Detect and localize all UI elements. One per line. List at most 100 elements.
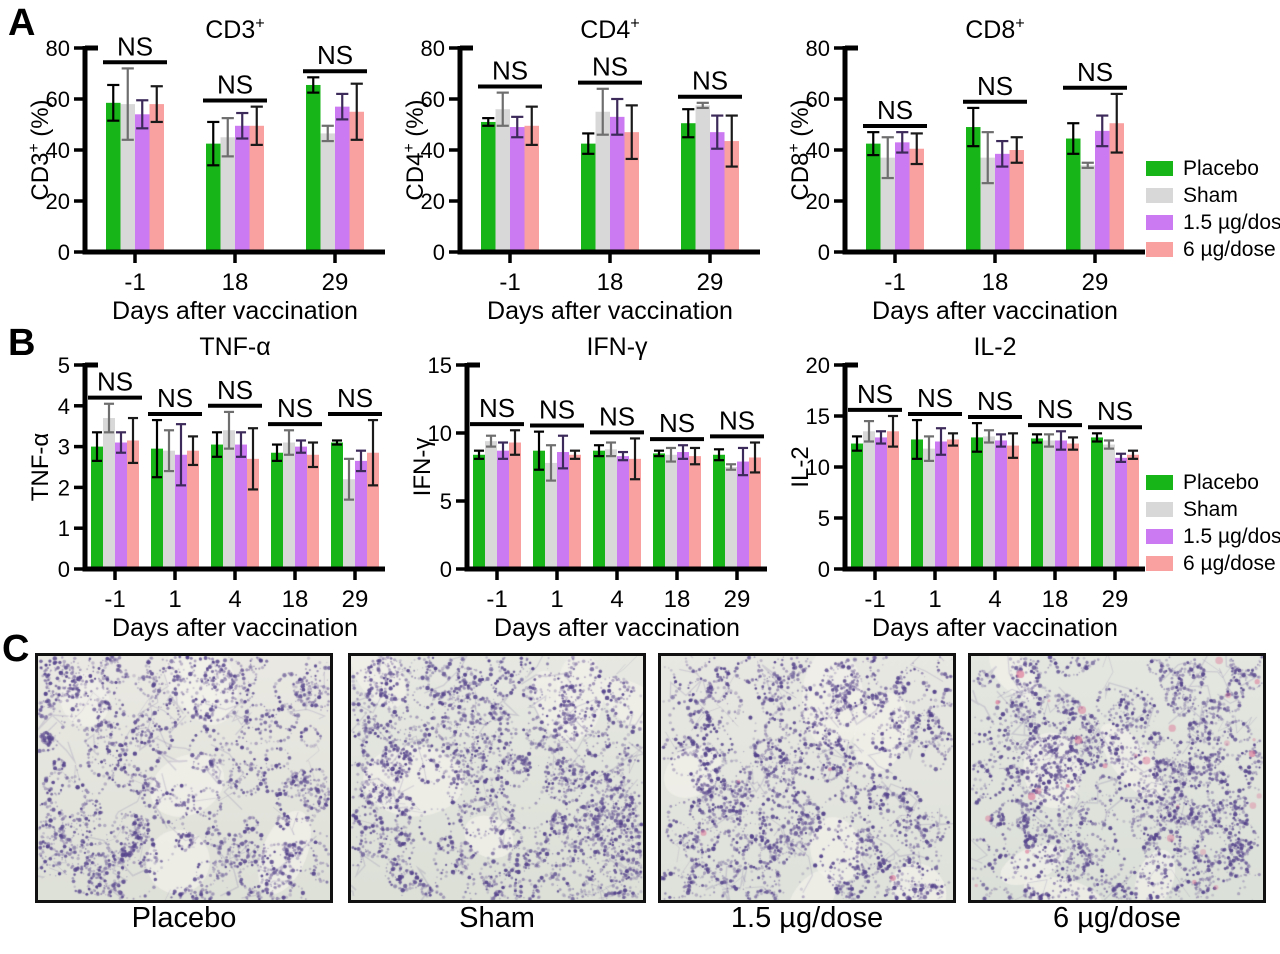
dose-1-5-color-swatch (1146, 529, 1173, 544)
bar-il2-g1-s0 (911, 439, 923, 569)
bar-tnf-g1-s3 (187, 450, 199, 569)
bar-tnf-g1-s2 (175, 454, 187, 569)
bar-tnf-g3-s3 (307, 454, 319, 569)
x-tick-label: -1 (124, 269, 145, 296)
ns-label: NS (277, 393, 313, 423)
histology-image-dose-6 (968, 653, 1266, 903)
y-tick-label: 5 (440, 489, 452, 514)
legend-label-dose-6: 6 µg/dose (1183, 238, 1276, 261)
bar-il2-g1-s2 (935, 441, 947, 569)
y-tick-label: 20 (806, 353, 830, 378)
legend-item-dose-6: 6 µg/dose (1146, 553, 1280, 574)
bar-ifn-g3-s3 (689, 456, 701, 569)
bar-cd4-g1-s0 (581, 143, 596, 252)
panel-c-label: C (2, 628, 30, 670)
bar-tnf-g2-s1 (223, 430, 235, 569)
y-tick-label: 20 (46, 189, 70, 214)
y-tick-label: 40 (806, 138, 830, 163)
legend-item-placebo: Placebo (1146, 158, 1280, 179)
histology-image-placebo (35, 653, 333, 903)
x-axis-title: Days after vaccination (494, 614, 740, 642)
x-axis-title: Days after vaccination (487, 297, 733, 325)
bar-cd8-g0-s3 (909, 148, 924, 252)
bar-tnf-g2-s3 (247, 458, 259, 569)
x-tick-label: 4 (988, 586, 1001, 613)
ns-label: NS (157, 383, 193, 413)
bar-il2-g0-s3 (887, 431, 899, 569)
x-axis-title: Days after vaccination (112, 614, 358, 642)
bar-tnf-g4-s1 (343, 479, 355, 569)
ns-label: NS (97, 367, 133, 397)
y-tick-label: 4 (58, 394, 70, 419)
y-axis-title: IL-2 (787, 446, 814, 487)
y-tick-label: 60 (806, 87, 830, 112)
bar-cd8-g0-s2 (895, 142, 910, 252)
dose-6-color-swatch (1146, 556, 1173, 571)
bar-tnf-g4-s2 (355, 460, 367, 569)
bar-ifn-g4-s3 (749, 457, 761, 569)
bar-cd4-g1-s1 (595, 111, 610, 252)
x-tick-label: 18 (597, 269, 624, 296)
ns-label: NS (977, 386, 1013, 416)
legend-item-dose-1-5: 1.5 µg/dose (1146, 526, 1280, 547)
y-tick-label: 80 (421, 36, 445, 61)
bar-il2-g2-s2 (995, 440, 1007, 569)
ns-label: NS (692, 66, 728, 96)
bar-il2-g2-s0 (971, 437, 983, 569)
bar-ifn-g4-s2 (737, 461, 749, 569)
bar-cd8-g2-s0 (1066, 138, 1081, 252)
bar-cd8-g1-s0 (966, 127, 981, 252)
bar-il2-g4-s2 (1115, 457, 1127, 569)
histology-label-sham: Sham (459, 902, 535, 934)
y-tick-label: 0 (818, 240, 830, 265)
bar-cd8-g1-s2 (995, 153, 1010, 252)
histology-image-sham (348, 653, 646, 903)
bar-tnf-g0-s1 (103, 418, 115, 569)
legend-label-dose-1-5: 1.5 µg/dose (1183, 211, 1280, 234)
chart-title: IFN-γ (586, 333, 648, 361)
y-axis-title: CD4+ (%) (401, 99, 429, 200)
bar-cd3-g1-s3 (249, 125, 264, 252)
bar-ifn-g4-s1 (725, 467, 737, 569)
ns-label: NS (337, 383, 373, 413)
legend-item-dose-1-5: 1.5 µg/dose (1146, 212, 1280, 233)
legend-label-placebo: Placebo (1183, 157, 1259, 180)
x-tick-label: 18 (222, 269, 249, 296)
bar-ifn-g2-s1 (605, 449, 617, 569)
bar-ifn-g1-s2 (557, 452, 569, 569)
bar-tnf-g1-s0 (151, 448, 163, 569)
bar-tnf-g0-s3 (127, 440, 139, 569)
bar-ifn-g2-s3 (629, 458, 641, 569)
x-axis-title: Days after vaccination (872, 297, 1118, 325)
bar-cd3-g2-s1 (320, 133, 335, 252)
dose-6-color-swatch (1146, 242, 1173, 257)
y-tick-label: 20 (806, 189, 830, 214)
y-tick-label: 5 (58, 353, 70, 378)
chart-title: CD4+ (580, 15, 640, 45)
panel-a-label: A (8, 2, 36, 44)
bar-il2-g4-s0 (1091, 437, 1103, 569)
bar-tnf-g4-s0 (331, 442, 343, 569)
bar-cd4-g0-s3 (524, 125, 539, 252)
bar-cd8-g1-s3 (1009, 150, 1024, 252)
legend-panel-b: Placebo Sham 1.5 µg/dose 6 µg/dose (1146, 472, 1280, 574)
ns-label: NS (592, 52, 628, 82)
y-tick-label: 0 (433, 240, 445, 265)
bar-cd4-g1-s2 (610, 116, 625, 252)
histology-label-placebo: Placebo (131, 902, 237, 934)
bar-cd8-g2-s1 (1080, 165, 1095, 252)
bar-ifn-g3-s2 (677, 452, 689, 569)
x-tick-label: 29 (1102, 586, 1129, 613)
sham-color-swatch (1146, 502, 1173, 517)
ns-label: NS (492, 56, 528, 86)
y-tick-label: 1 (58, 516, 70, 541)
bar-il2-g2-s3 (1007, 445, 1019, 569)
y-tick-label: 3 (58, 435, 70, 460)
bar-ifn-g2-s0 (593, 450, 605, 569)
legend-label-dose-1-5: 1.5 µg/dose (1183, 525, 1280, 548)
bar-ifn-g1-s0 (533, 450, 545, 569)
x-tick-label: 18 (664, 586, 691, 613)
ns-label: NS (877, 95, 913, 125)
